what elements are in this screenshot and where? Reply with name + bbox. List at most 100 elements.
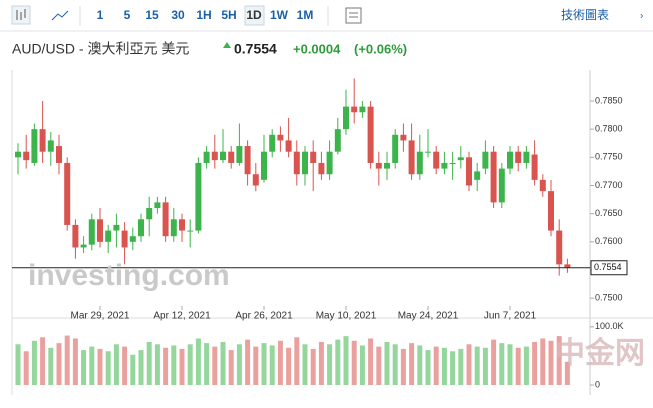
candle-body [441, 162, 448, 169]
candle-body [97, 219, 103, 242]
y-tick-label: 0.7850 [595, 95, 623, 105]
volume-bar [97, 348, 103, 385]
interval-button[interactable]: 1M [296, 8, 314, 22]
volume-bar [220, 341, 226, 385]
candle-body [425, 151, 431, 153]
candle-body [490, 151, 497, 203]
volume-tick-label: 100.0K [595, 321, 624, 331]
active-interval-box [244, 5, 265, 26]
volume-bar [204, 343, 210, 385]
volume-bar [343, 336, 349, 385]
volume-bar [253, 346, 259, 385]
candle-body [15, 151, 21, 158]
volume-bar [31, 340, 37, 385]
interval-button[interactable]: 1W [270, 8, 288, 22]
volume-bar [491, 339, 497, 385]
volume-bar [482, 347, 488, 385]
volume-bar [499, 343, 505, 385]
candle-body [515, 151, 522, 163]
up-arrow [223, 42, 231, 48]
candle-body [252, 174, 259, 186]
candle-body [556, 230, 563, 265]
candle-body [195, 162, 202, 231]
volume-bar [187, 344, 193, 385]
candle-body [244, 146, 251, 175]
volume-bar [64, 335, 70, 385]
volume-bar [474, 346, 480, 385]
y-tick-label: 0.7500 [595, 293, 623, 303]
candle-body [261, 151, 267, 180]
interval-button[interactable]: 1H [196, 8, 212, 22]
volume-bar [302, 344, 308, 385]
candle-body [88, 219, 95, 245]
volume-bar [425, 350, 431, 385]
interval-button[interactable]: 30 [171, 8, 185, 22]
candle-body [269, 134, 276, 152]
settings-icon[interactable] [345, 7, 362, 24]
interval-button[interactable]: 1 [96, 8, 104, 22]
volume-bar [269, 345, 275, 385]
volume-bar [81, 350, 87, 385]
candle-body [39, 129, 46, 152]
volume-bar [351, 340, 357, 385]
interval-button[interactable]: 5 [123, 8, 131, 22]
line-icon[interactable] [51, 10, 69, 21]
candle-body [564, 264, 571, 268]
volume-bar [212, 346, 218, 385]
candle-body [179, 219, 185, 231]
last-price-label: 0.7554 [594, 262, 622, 272]
candle-body [302, 151, 308, 175]
x-tick-label: May 24, 2021 [398, 311, 459, 322]
candle-body [113, 224, 120, 231]
volume-bar [564, 361, 570, 385]
candle-body [416, 151, 423, 175]
volume-bar [335, 339, 341, 385]
volume-bar [195, 338, 201, 385]
volume-bar [441, 347, 447, 385]
candle-body [400, 134, 407, 141]
candle-body [72, 224, 79, 248]
candle-body [138, 219, 144, 237]
x-tick-label: Apr 26, 2021 [235, 311, 293, 322]
last-price-box [590, 260, 628, 276]
change: +0.0004 [293, 41, 341, 56]
tech-chart-link[interactable]: 技術圖表 [561, 8, 609, 22]
y-tick-label: 0.7650 [595, 208, 623, 218]
volume-bar [450, 351, 456, 385]
volume-bar [277, 340, 283, 385]
volume-bar [72, 338, 78, 385]
volume-bar [138, 350, 144, 385]
volume-bar [384, 341, 390, 385]
candle-body [318, 162, 325, 175]
candle-body [408, 140, 415, 175]
candle-body [539, 179, 546, 192]
candle-body [47, 140, 54, 152]
x-tick-label: Jun 7, 2021 [484, 311, 537, 322]
y-tick-label: 0.7800 [595, 124, 623, 134]
candle-body [498, 168, 505, 203]
volume-bar [515, 347, 521, 385]
volume-bar [286, 347, 292, 385]
interval-button[interactable]: 1D [246, 8, 262, 22]
interval-button[interactable]: 5H [221, 8, 237, 22]
candle-body [162, 202, 169, 237]
candle-body [236, 146, 243, 163]
candle-body [474, 171, 481, 180]
volume-bar [179, 348, 185, 385]
candle-body [129, 236, 136, 242]
candle-body [211, 151, 218, 161]
volume-bar [376, 346, 382, 385]
candle-body [466, 157, 472, 186]
candle-body [326, 151, 333, 175]
x-tick-label: May 10, 2021 [316, 311, 377, 322]
y-tick-label: 0.7600 [595, 236, 623, 246]
price: 0.7554 [234, 41, 277, 57]
volume-bar [507, 344, 513, 385]
candle-body [367, 106, 374, 163]
volume-bar [310, 348, 316, 385]
interval-button[interactable]: 15 [145, 8, 159, 22]
volume-bar [548, 340, 554, 385]
volume-bar [458, 348, 464, 385]
